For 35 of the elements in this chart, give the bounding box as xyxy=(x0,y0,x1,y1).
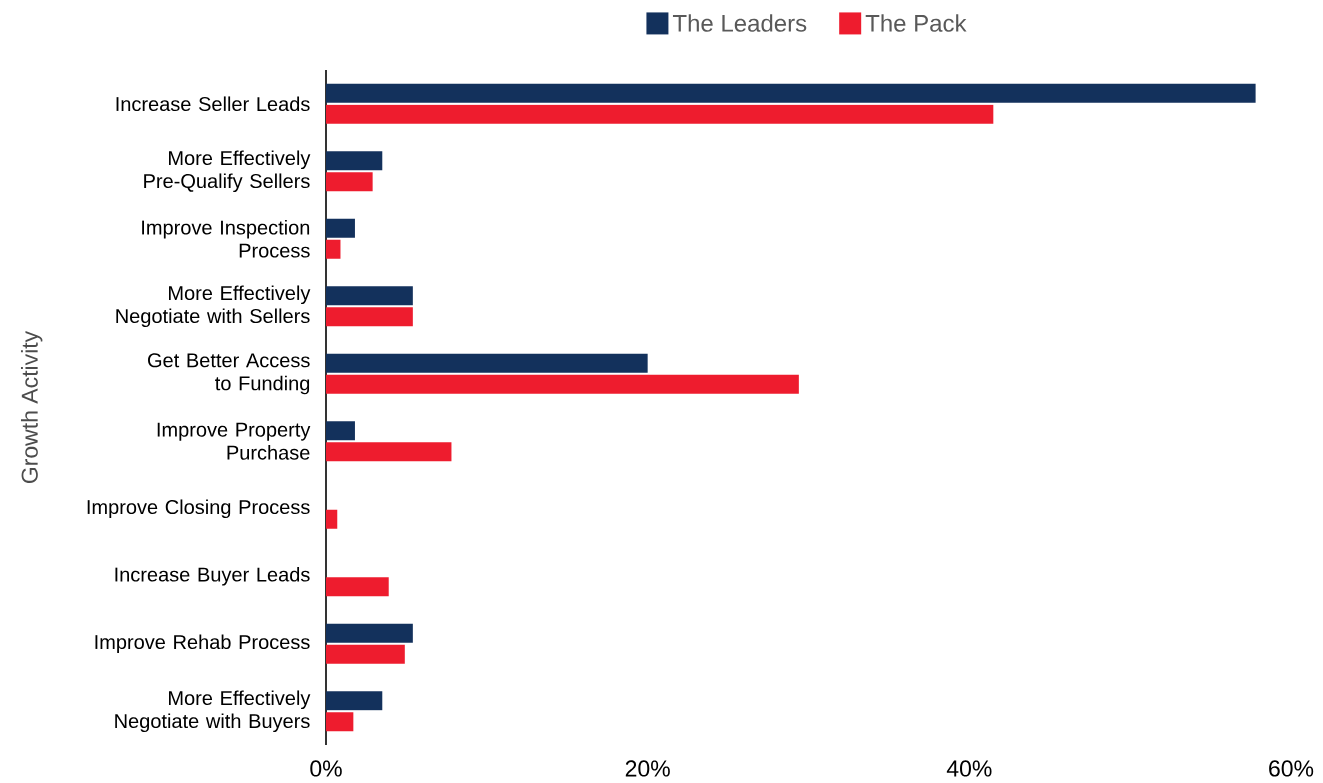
bar xyxy=(326,353,648,373)
bar xyxy=(326,286,413,306)
bar xyxy=(326,218,355,238)
legend-label: The Pack xyxy=(865,14,967,32)
y-tick-label: More Effectively Negotiate with Buyers xyxy=(115,690,311,732)
bar xyxy=(326,421,355,441)
y-tick-label: Increase Buyer Leads xyxy=(115,566,310,586)
bar xyxy=(326,83,1256,103)
bar xyxy=(326,151,383,171)
bar xyxy=(326,172,373,192)
bar xyxy=(326,509,338,529)
bar xyxy=(326,442,452,462)
legend-label: The Leaders xyxy=(672,14,807,32)
bar xyxy=(326,307,413,327)
bar xyxy=(326,712,354,732)
y-tick-label: More Effectively Negotiate with Sellers xyxy=(116,285,311,327)
y-tick-label: Increase Seller Leads xyxy=(116,96,310,111)
bar xyxy=(326,691,383,711)
bar xyxy=(326,623,413,643)
x-tick-label: 0% xyxy=(310,760,342,777)
bar xyxy=(326,374,799,394)
y-tick-label: Get Better Access to Funding xyxy=(148,353,310,395)
y-tick-label: Improve Property Purchase xyxy=(157,422,311,460)
bar xyxy=(326,239,341,259)
y-tick-label: Improve Rehab Process xyxy=(95,634,310,653)
x-tick-label: 40% xyxy=(946,760,992,777)
y-tick-label: More Effectively Pre-Qualify Sellers xyxy=(144,150,311,192)
bar xyxy=(326,577,389,597)
x-tick-label: 60% xyxy=(1269,760,1314,777)
bar xyxy=(326,104,994,124)
y-tick-label: Improve Inspection Process xyxy=(142,219,310,258)
y-axis-title: Growth Activity xyxy=(20,330,43,483)
bar xyxy=(326,644,405,664)
x-tick-label: 20% xyxy=(625,760,670,777)
y-tick-label: Improve Closing Process xyxy=(87,499,310,518)
